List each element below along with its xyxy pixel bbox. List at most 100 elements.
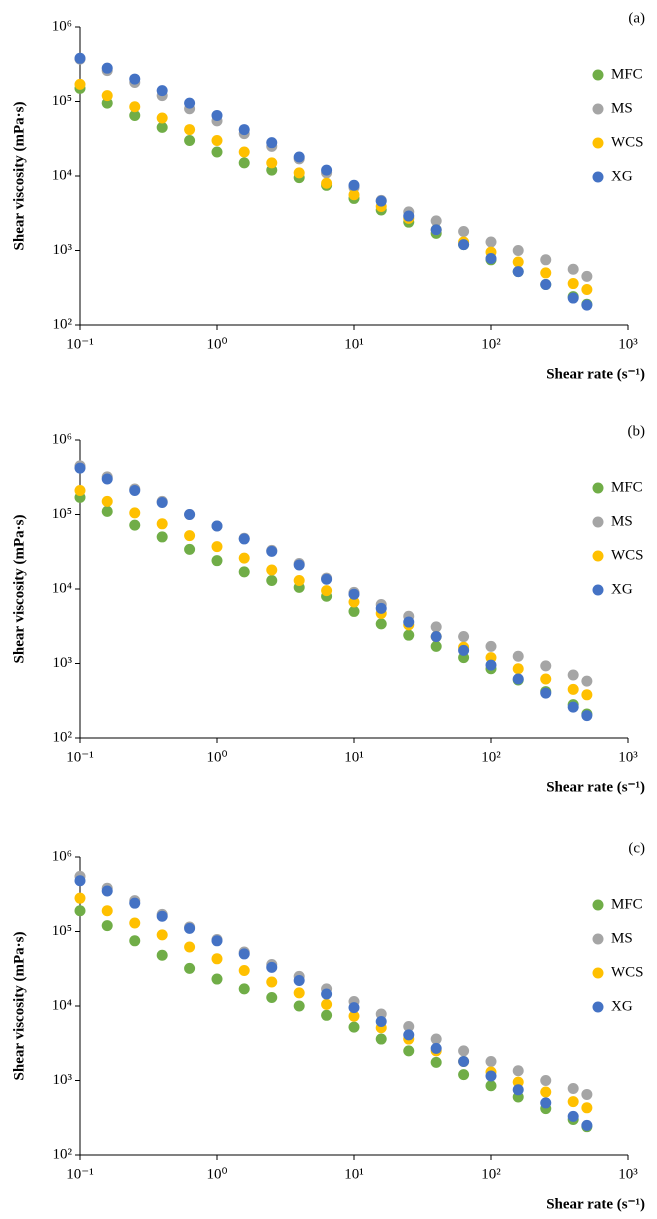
data-point xyxy=(238,533,250,545)
data-point xyxy=(293,575,305,587)
data-point xyxy=(581,710,593,722)
data-point xyxy=(512,266,524,278)
data-point xyxy=(485,236,497,248)
data-point xyxy=(458,225,470,237)
data-point xyxy=(184,509,196,520)
data-point xyxy=(184,543,196,555)
data-point xyxy=(485,253,497,265)
data-point xyxy=(156,929,168,941)
data-point xyxy=(567,669,579,681)
data-point xyxy=(567,292,579,304)
legend-marker xyxy=(592,550,604,562)
data-point xyxy=(74,52,86,64)
data-point xyxy=(238,552,250,564)
data-point xyxy=(101,505,113,517)
data-point xyxy=(184,941,196,953)
data-point xyxy=(540,1075,552,1086)
data-point xyxy=(430,215,442,227)
data-point xyxy=(430,631,442,643)
data-point xyxy=(184,922,196,934)
data-point xyxy=(211,520,223,532)
data-point xyxy=(581,1119,593,1131)
data-point xyxy=(485,652,497,664)
data-point xyxy=(101,495,113,507)
legend-label: MS xyxy=(611,513,633,529)
data-point xyxy=(129,935,141,947)
data-point xyxy=(101,905,113,917)
data-point xyxy=(211,541,223,553)
data-point xyxy=(403,616,415,628)
data-point xyxy=(211,109,223,121)
data-point xyxy=(512,673,524,685)
data-point xyxy=(540,1086,552,1098)
data-point xyxy=(156,949,168,961)
x-tick-label: 10³ xyxy=(618,1166,638,1182)
data-point xyxy=(211,555,223,567)
data-point xyxy=(512,1065,524,1077)
legend-label: MFC xyxy=(611,66,643,82)
data-point xyxy=(512,245,524,256)
data-point xyxy=(375,195,387,207)
data-point xyxy=(184,962,196,974)
data-point xyxy=(321,164,333,176)
data-point xyxy=(293,167,305,179)
panel-label: (b) xyxy=(628,423,646,439)
legend-marker xyxy=(592,1001,604,1013)
data-point xyxy=(129,484,141,496)
data-point xyxy=(238,948,250,960)
x-tick-label: 10⁰ xyxy=(206,1166,227,1182)
data-point xyxy=(129,507,141,519)
data-point xyxy=(321,998,333,1010)
y-tick-label: 10⁶ xyxy=(52,18,72,34)
data-point xyxy=(101,885,113,897)
legend-label: MS xyxy=(611,930,633,946)
data-point xyxy=(238,964,250,976)
data-point xyxy=(567,263,579,275)
data-point xyxy=(266,545,278,557)
data-point xyxy=(512,256,524,268)
data-point xyxy=(567,683,579,695)
legend-marker xyxy=(592,171,604,183)
y-tick-label: 10⁵ xyxy=(52,506,72,522)
x-tick-label: 10⁻¹ xyxy=(66,336,93,352)
data-point xyxy=(156,518,168,530)
data-point xyxy=(266,157,278,169)
panel-label: (c) xyxy=(628,840,645,856)
data-point xyxy=(458,1069,470,1081)
data-point xyxy=(485,1070,497,1082)
data-point xyxy=(348,1010,360,1022)
data-point xyxy=(156,910,168,922)
legend-label: WCS xyxy=(611,964,644,980)
data-point xyxy=(375,1033,387,1045)
data-point xyxy=(184,124,196,136)
data-point xyxy=(321,1009,333,1021)
data-point xyxy=(567,1110,579,1122)
data-point xyxy=(375,618,387,630)
data-point xyxy=(74,78,86,90)
data-point xyxy=(485,659,497,671)
data-point xyxy=(101,920,113,932)
data-point xyxy=(293,974,305,986)
data-point xyxy=(512,1076,524,1088)
legend-marker xyxy=(592,933,604,945)
data-point xyxy=(74,484,86,496)
data-point xyxy=(156,112,168,124)
y-tick-label: 10⁵ xyxy=(52,923,72,939)
data-point xyxy=(348,596,360,608)
y-tick-label: 10² xyxy=(53,1146,73,1162)
data-point xyxy=(540,1097,552,1109)
y-tick-label: 10⁴ xyxy=(52,167,72,183)
legend-label: WCS xyxy=(611,547,644,563)
data-point xyxy=(321,988,333,1000)
legend-marker xyxy=(592,899,604,911)
data-point xyxy=(211,953,223,965)
data-point xyxy=(430,640,442,652)
data-point xyxy=(540,267,552,279)
legend-marker xyxy=(592,137,604,149)
legend-marker xyxy=(592,516,604,528)
data-point xyxy=(458,1055,470,1067)
data-point xyxy=(266,992,278,1004)
x-tick-label: 10² xyxy=(481,336,501,352)
data-point xyxy=(184,134,196,146)
